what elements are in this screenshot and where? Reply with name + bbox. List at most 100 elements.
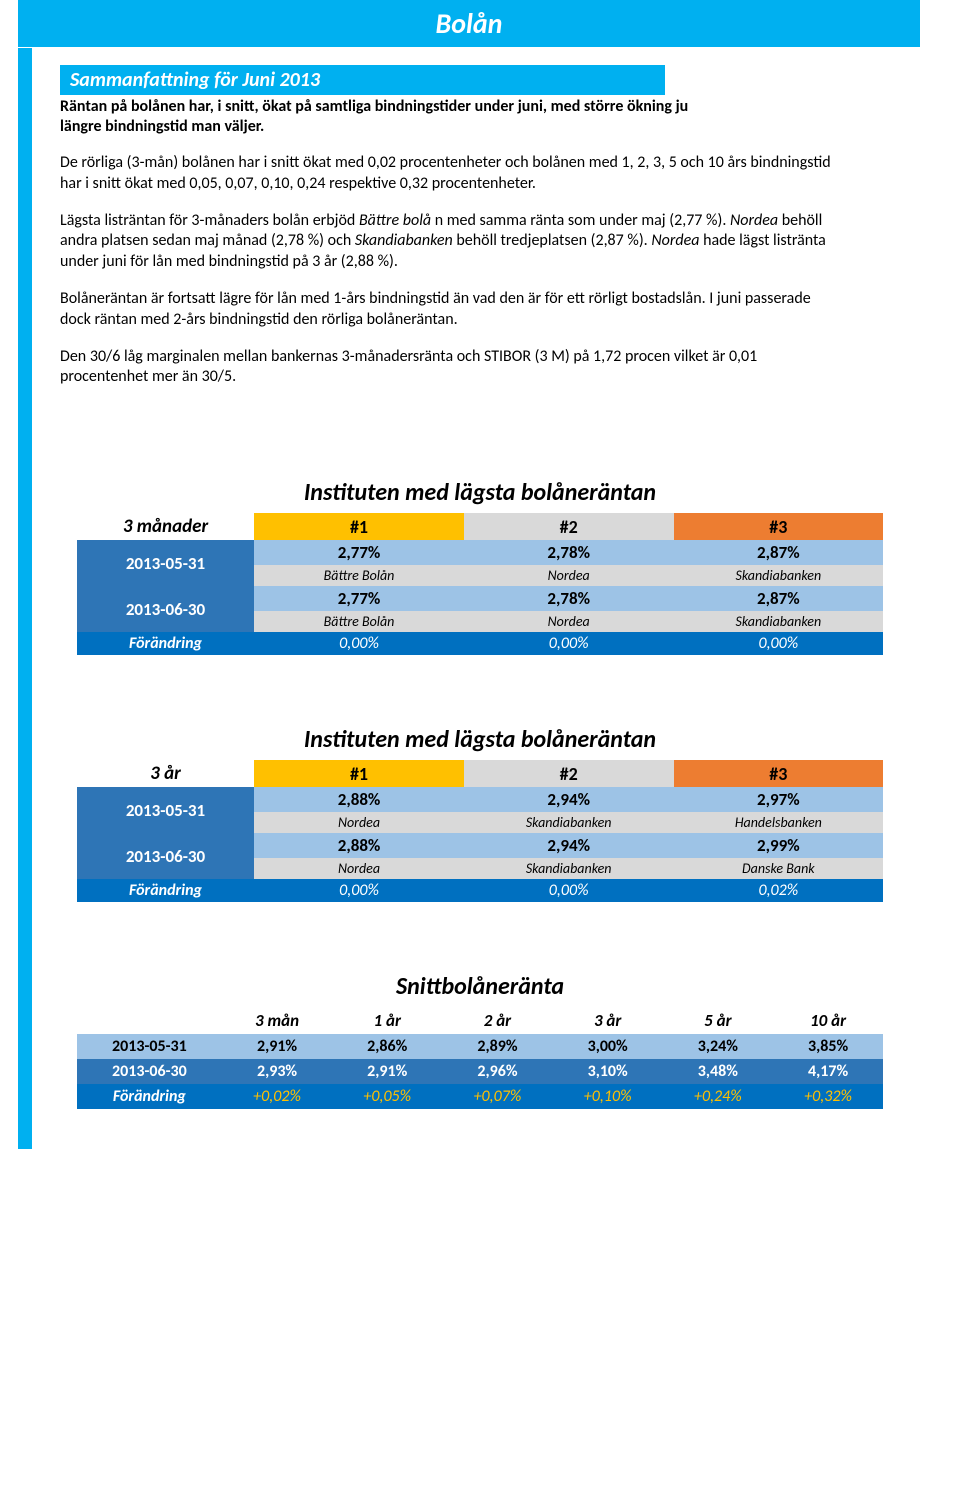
snitt-r2-c1: 2,93% (222, 1059, 332, 1084)
snitt-r2-c5: 3,48% (663, 1059, 773, 1084)
snitt-r1-c6: 3,85% (773, 1034, 883, 1059)
rank2-d2v1: 2,88% (254, 833, 464, 858)
snitt-table: 3 mån 1 år 2 år 3 år 5 år 10 år 2013-05-… (77, 1007, 883, 1109)
summary-para-1: De rörliga (3-mån) bolånen har i snitt ö… (60, 153, 833, 195)
rank2-chg1: 0,00% (254, 879, 464, 902)
rank1-d2v2: 2,78% (464, 586, 674, 611)
rank2-change-row: Förändring 0,00% 0,00% 0,02% (77, 879, 883, 902)
rank1-d1-values: 2013-05-31 2,77% 2,78% 2,87% (77, 540, 883, 565)
rank2-d1-date: 2013-05-31 (77, 787, 254, 833)
rank2-d1-values: 2013-05-31 2,88% 2,94% 2,97% (77, 787, 883, 812)
snitt-r3-c4: +0,10% (553, 1084, 663, 1109)
rank1-d1n2: Nordea (464, 565, 674, 586)
rank1-table: 3 månader #1 #2 #3 2013-05-31 2,77% 2,78… (77, 513, 883, 655)
snitt-title: Snittbolåneränta (60, 972, 900, 1001)
rank2-d1n1: Nordea (254, 812, 464, 833)
rank1-title: Instituten med lägsta bolåneräntan (60, 478, 900, 507)
rank2-h3: #3 (674, 760, 884, 787)
p2-ital-3: Skandiabanken (355, 231, 453, 250)
p2-ital-2: Nordea (730, 211, 778, 230)
rank1-d2n3: Skandiabanken (674, 611, 884, 632)
rank1-d2n1: Bättre Bolån (254, 611, 464, 632)
snitt-col1: 3 mån (222, 1007, 332, 1034)
snitt-r2-c3: 2,96% (442, 1059, 552, 1084)
snitt-r3-c6: +0,32% (773, 1084, 883, 1109)
rank1-change-row: Förändring 0,00% 0,00% 0,00% (77, 632, 883, 655)
snitt-row-2: 2013-06-30 2,93% 2,91% 2,96% 3,10% 3,48%… (77, 1059, 883, 1084)
rank1-d1v2: 2,78% (464, 540, 674, 565)
snitt-header-row: 3 mån 1 år 2 år 3 år 5 år 10 år (77, 1007, 883, 1034)
rank2-header-row: 3 år #1 #2 #3 (77, 760, 883, 787)
rank2-d2v3: 2,99% (674, 833, 884, 858)
p2-ital-1: Bättre bolå (359, 211, 431, 230)
rank2-chg3: 0,02% (674, 879, 884, 902)
rank2-d2n3: Danske Bank (674, 858, 884, 879)
snitt-r1-c3: 2,89% (442, 1034, 552, 1059)
p2-text-c: n med samma ränta som under maj (2,77 %)… (431, 211, 730, 230)
snitt-r3-lbl: Förändring (77, 1084, 222, 1109)
snitt-col5: 5 år (663, 1007, 773, 1034)
snitt-r3-c5: +0,24% (663, 1084, 773, 1109)
snitt-col4: 3 år (553, 1007, 663, 1034)
summary-para-2: Lägsta listräntan för 3-månaders bolån e… (60, 211, 833, 273)
snitt-r1-c5: 3,24% (663, 1034, 773, 1059)
rank1-chg2: 0,00% (464, 632, 674, 655)
rank2-chg2: 0,00% (464, 879, 674, 902)
snitt-col0 (77, 1007, 222, 1034)
rank1-header-row: 3 månader #1 #2 #3 (77, 513, 883, 540)
rank1-d1-date: 2013-05-31 (77, 540, 254, 586)
rank1-d2v1: 2,77% (254, 586, 464, 611)
left-accent-border (18, 48, 32, 1149)
rank2-d1v2: 2,94% (464, 787, 674, 812)
rank1-d2v3: 2,87% (674, 586, 884, 611)
rank1-d1n3: Skandiabanken (674, 565, 884, 586)
snitt-r1-lbl: 2013-05-31 (77, 1034, 222, 1059)
rank2-chg-label: Förändring (77, 879, 254, 902)
rank2-h1: #1 (254, 760, 464, 787)
rank2-d2-date: 2013-06-30 (77, 833, 254, 879)
rank2-d1v3: 2,97% (674, 787, 884, 812)
page-title: Bolån (436, 6, 503, 41)
p2-text-g: behöll tredjeplatsen (2,87 %). (453, 231, 652, 250)
rank2-table: 3 år #1 #2 #3 2013-05-31 2,88% 2,94% 2,9… (77, 760, 883, 902)
snitt-r3-c1: +0,02% (222, 1084, 332, 1109)
summary-para-3: Bolåneräntan är fortsatt lägre för lån m… (60, 289, 833, 331)
rank2-d2v2: 2,94% (464, 833, 674, 858)
rank1-d2-values: 2013-06-30 2,77% 2,78% 2,87% (77, 586, 883, 611)
snitt-r2-c4: 3,10% (553, 1059, 663, 1084)
rank2-d1n3: Handelsbanken (674, 812, 884, 833)
content-area: Sammanfattning för Juni 2013 Räntan på b… (60, 65, 900, 1109)
rank1-chg1: 0,00% (254, 632, 464, 655)
p2-text-a: Lägsta listräntan för 3-månaders bolån e… (60, 211, 359, 230)
rank1-d2n2: Nordea (464, 611, 674, 632)
summary-para-4: Den 30/6 låg marginalen mellan bankernas… (60, 347, 833, 389)
snitt-r2-lbl: 2013-06-30 (77, 1059, 222, 1084)
snitt-r2-c2: 2,91% (332, 1059, 442, 1084)
snitt-r3-c2: +0,05% (332, 1084, 442, 1109)
page: Bolån Sammanfattning för Juni 2013 Ränta… (0, 0, 960, 1149)
rank1-chg3: 0,00% (674, 632, 884, 655)
rank1-d1v3: 2,87% (674, 540, 884, 565)
snitt-col6: 10 år (773, 1007, 883, 1034)
rank1-chg-label: Förändring (77, 632, 254, 655)
summary-intro: Räntan på bolånen har, i snitt, ökat på … (60, 97, 732, 137)
snitt-r1-c2: 2,86% (332, 1034, 442, 1059)
rank2-d2n2: Skandiabanken (464, 858, 674, 879)
rank1-corner: 3 månader (77, 513, 254, 540)
snitt-r1-c1: 2,91% (222, 1034, 332, 1059)
snitt-col2: 1 år (332, 1007, 442, 1034)
snitt-row-3: Förändring +0,02% +0,05% +0,07% +0,10% +… (77, 1084, 883, 1109)
rank2-d2-values: 2013-06-30 2,88% 2,94% 2,99% (77, 833, 883, 858)
summary-block: Sammanfattning för Juni 2013 Räntan på b… (60, 65, 900, 388)
rank2-d2n1: Nordea (254, 858, 464, 879)
snitt-r2-c6: 4,17% (773, 1059, 883, 1084)
rank2-title: Instituten med lägsta bolåneräntan (60, 725, 900, 754)
rank2-corner: 3 år (77, 760, 254, 787)
snitt-col3: 2 år (442, 1007, 552, 1034)
p2-ital-4: Nordea (651, 231, 699, 250)
rank1-d1v1: 2,77% (254, 540, 464, 565)
snitt-r1-c4: 3,00% (553, 1034, 663, 1059)
rank2-d1v1: 2,88% (254, 787, 464, 812)
page-title-bar: Bolån (18, 0, 920, 47)
snitt-row-1: 2013-05-31 2,91% 2,86% 2,89% 3,00% 3,24%… (77, 1034, 883, 1059)
